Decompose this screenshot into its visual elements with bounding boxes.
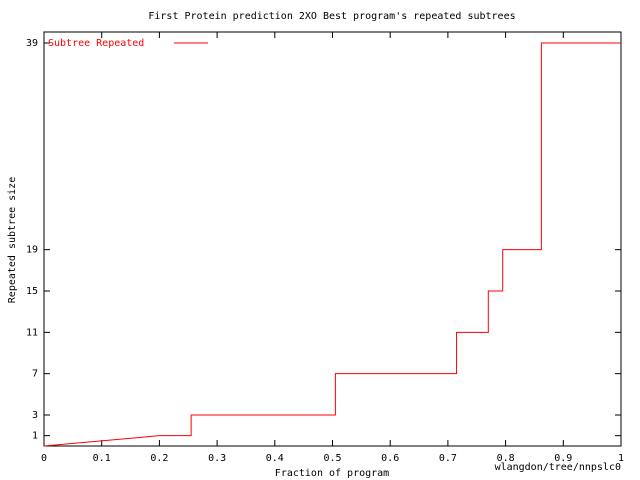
y-tick-label: 39 <box>26 38 38 49</box>
x-tick-label: 0.2 <box>150 453 168 464</box>
x-tick-label: 0 <box>41 453 47 464</box>
x-tick-label: 0.4 <box>266 453 284 464</box>
legend-label: Subtree Repeated <box>48 38 144 49</box>
x-tick-label: 0.1 <box>93 453 111 464</box>
data-line <box>43 42 621 447</box>
x-tick-label: 0.9 <box>554 453 572 464</box>
annotation: wlangdon/tree/nnpslc0 <box>495 462 621 473</box>
y-tick-label: 15 <box>26 286 38 297</box>
x-tick-label: 0.7 <box>439 453 457 464</box>
y-axis-label: Repeated subtree size <box>7 177 18 303</box>
x-tick-label: 0.6 <box>381 453 399 464</box>
plot-border <box>43 31 622 447</box>
x-tick-label: 0.3 <box>208 453 226 464</box>
chart-title: First Protein prediction 2XO Best progra… <box>148 11 515 22</box>
y-tick-label: 19 <box>26 245 38 256</box>
x-axis-label: Fraction of program <box>275 468 389 479</box>
x-tick-label: 0.8 <box>497 453 515 464</box>
y-tick-label: 3 <box>32 410 38 421</box>
y-tick-label: 1 <box>32 431 38 442</box>
y-tick-label: 7 <box>32 369 38 380</box>
y-tick-label: 11 <box>26 327 38 338</box>
x-tick-label: 0.5 <box>323 453 341 464</box>
x-tick-label: 1 <box>618 453 624 464</box>
